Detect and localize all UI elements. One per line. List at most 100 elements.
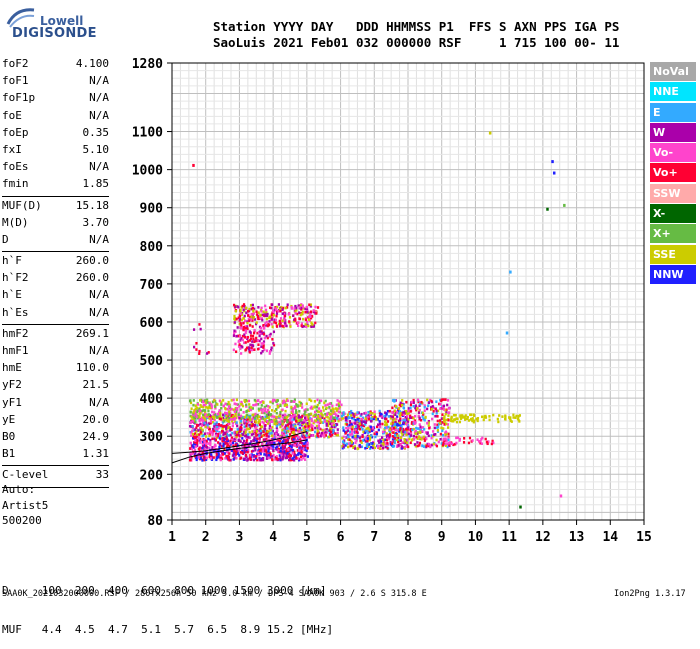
echo-point [281,312,284,315]
echo-point [436,409,440,413]
param-value: N/A [89,344,109,357]
echo-point [385,442,388,446]
echo-point [233,314,236,318]
echo-point [201,428,204,432]
echo-point [252,413,255,417]
echo-point [216,412,219,416]
echo-point [385,426,388,430]
echo-point [213,425,216,428]
echo-point [309,310,313,314]
echo-point [509,270,512,274]
echo-point [292,430,295,434]
echo-point [245,311,248,315]
echo-point [241,433,244,436]
echo-point [193,345,196,349]
echo-point [257,409,261,412]
echo-point [262,343,265,347]
x-tick-label: 6 [337,530,345,545]
echo-point [242,317,245,320]
echo-point [228,434,231,437]
echo-point [215,421,218,424]
echo-point [234,453,238,456]
echo-point [287,414,290,417]
echo-point [237,305,240,309]
echo-point [378,422,382,426]
echo-point [447,418,450,422]
echo-point [412,404,415,408]
echo-point [316,428,319,432]
echo-point [299,416,302,419]
header-labels: Station YYYY DAY DDD HHMMSS P1 FFS S AXN… [213,19,620,34]
x-tick-label: 12 [535,530,551,545]
echo-point [402,421,406,424]
echo-point [398,430,401,433]
echo-point [242,442,245,445]
echo-point [219,412,222,415]
echo-point [221,429,224,433]
echo-point [440,426,443,430]
echo-point [416,398,420,402]
echo-point [385,417,388,421]
echo-point [266,314,269,318]
echo-point [305,431,309,435]
echo-point [199,441,202,444]
echo-point [272,330,276,334]
echo-point [268,406,271,409]
x-tick-label: 2 [202,530,210,545]
echo-point [219,455,223,459]
echo-point [233,448,236,451]
echo-point [199,448,202,452]
echo-point [255,434,258,437]
echo-point [271,420,274,423]
echo-point [239,347,242,350]
echo-point [423,418,426,422]
echo-point [267,453,270,457]
echo-point [199,419,202,422]
echo-point [312,421,315,425]
echo-point [209,457,213,460]
echo-point [355,439,358,442]
echo-point [239,308,242,312]
echo-point [450,442,454,445]
echo-point [225,456,229,460]
echo-point [198,407,201,411]
echo-point [304,307,307,311]
echo-point [314,410,317,414]
echo-point [364,423,367,426]
echo-point [292,423,295,427]
echo-point [191,444,194,447]
echo-point [218,446,221,449]
echo-point [208,446,211,450]
echo-point [419,427,423,431]
echo-point [228,447,231,451]
echo-point [266,324,269,328]
echo-point [282,399,285,403]
echo-point [290,458,293,462]
echo-point [207,422,211,426]
echo-point [309,315,312,318]
echo-point [235,450,238,454]
param-value: N/A [89,395,109,409]
echo-point [323,420,326,423]
echo-point [239,312,242,316]
echo-point [233,321,236,324]
echo-point [212,429,215,433]
echo-point [342,435,345,439]
echo-point [301,304,304,308]
echo-point [290,307,293,310]
echo-point [259,417,262,421]
echo-point [248,315,251,319]
echo-point [294,319,297,322]
echo-point [248,307,251,311]
echo-point [328,429,331,432]
echo-point [439,403,442,406]
echo-point [446,426,450,429]
echo-point [311,424,314,428]
echo-point [238,404,241,408]
echo-point [293,439,297,443]
echo-point [255,425,258,429]
echo-point [417,435,421,438]
echo-point [194,445,197,448]
echo-point [368,425,371,428]
echo-point [192,163,195,167]
